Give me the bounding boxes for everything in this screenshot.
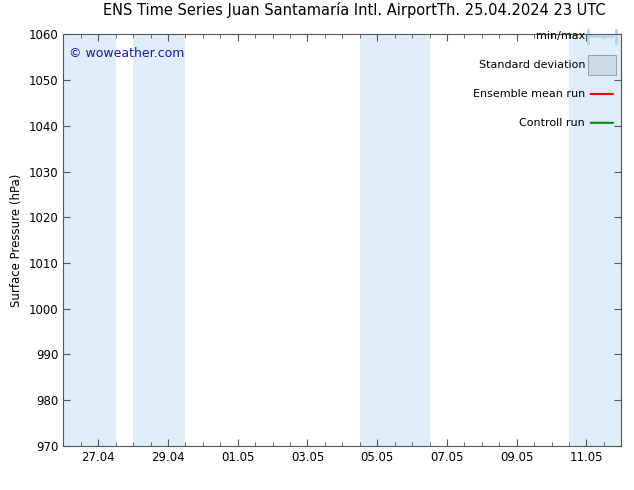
Text: ENS Time Series Juan Santamaría Intl. Airport: ENS Time Series Juan Santamaría Intl. Ai… <box>103 2 437 18</box>
Text: Controll run: Controll run <box>519 118 585 128</box>
Text: min/max: min/max <box>536 31 585 41</box>
Text: Standard deviation: Standard deviation <box>479 60 585 70</box>
Title: ENS Time Series Juan Santamaría Intl. Airport     Th. 25.04.2024 23 UTC: ENS Time Series Juan Santamaría Intl. Ai… <box>0 489 1 490</box>
FancyBboxPatch shape <box>588 55 616 75</box>
Y-axis label: Surface Pressure (hPa): Surface Pressure (hPa) <box>10 173 23 307</box>
Text: © woweather.com: © woweather.com <box>69 47 184 60</box>
Bar <box>359 34 429 446</box>
Bar <box>569 34 621 446</box>
Bar <box>133 34 185 446</box>
Text: Ensemble mean run: Ensemble mean run <box>473 89 585 99</box>
Bar <box>63 34 115 446</box>
Text: Th. 25.04.2024 23 UTC: Th. 25.04.2024 23 UTC <box>437 3 605 18</box>
